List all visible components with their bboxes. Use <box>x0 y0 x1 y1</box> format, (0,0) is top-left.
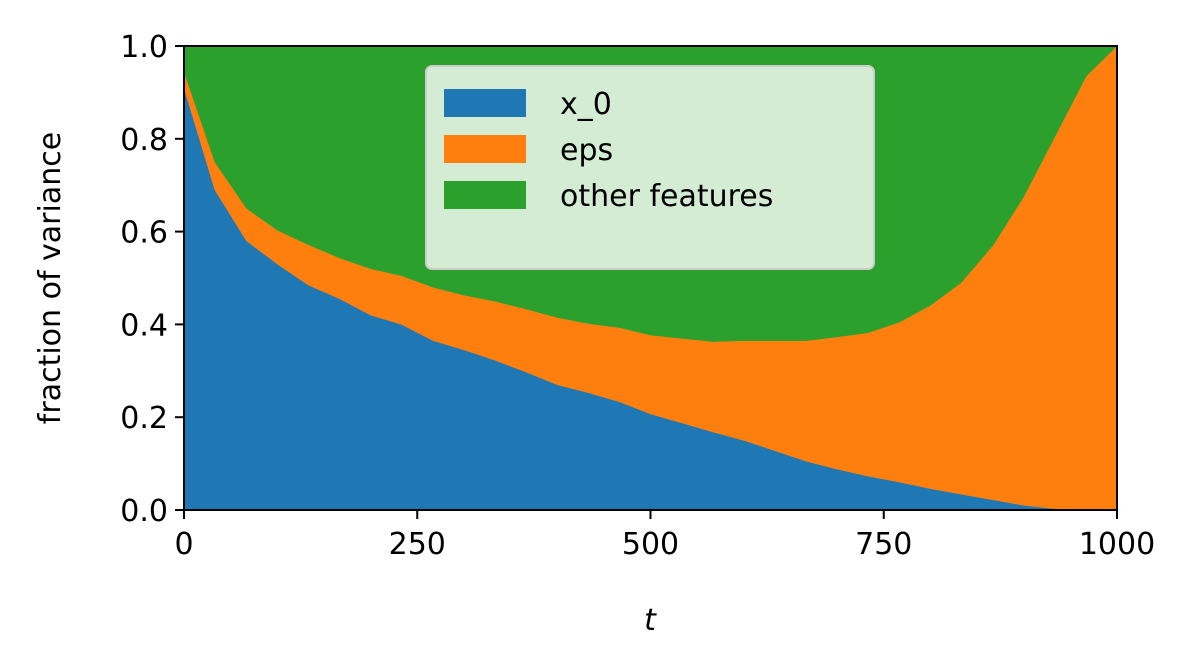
legend-label: x_0 <box>560 87 612 122</box>
y-tick-label: 0.2 <box>120 401 168 436</box>
x-axis-ticks: 0 250 500 750 1000 <box>174 510 1155 562</box>
y-tick-label: 0.4 <box>120 308 168 343</box>
legend-swatch <box>444 135 526 163</box>
y-tick-label: 0.6 <box>120 216 168 251</box>
y-tick-label: 1.0 <box>120 30 168 65</box>
x-tick-label: 750 <box>855 527 912 562</box>
x-tick-label: 0 <box>174 527 193 562</box>
y-tick-label: 0.0 <box>120 494 168 529</box>
y-axis-ticks: 0.0 0.2 0.4 0.6 0.8 1.0 <box>120 30 184 529</box>
legend-swatch <box>444 89 526 117</box>
y-tick-label: 0.8 <box>120 123 168 158</box>
x-tick-label: 500 <box>622 527 679 562</box>
x-tick-label: 250 <box>389 527 446 562</box>
y-axis-title: fraction of variance <box>33 132 68 424</box>
x-axis-title: t <box>644 603 657 638</box>
legend-label: other features <box>560 179 773 214</box>
x-tick-label: 1000 <box>1079 527 1155 562</box>
legend-label: eps <box>560 133 613 168</box>
legend-box <box>425 65 875 270</box>
legend-swatch <box>444 181 526 209</box>
